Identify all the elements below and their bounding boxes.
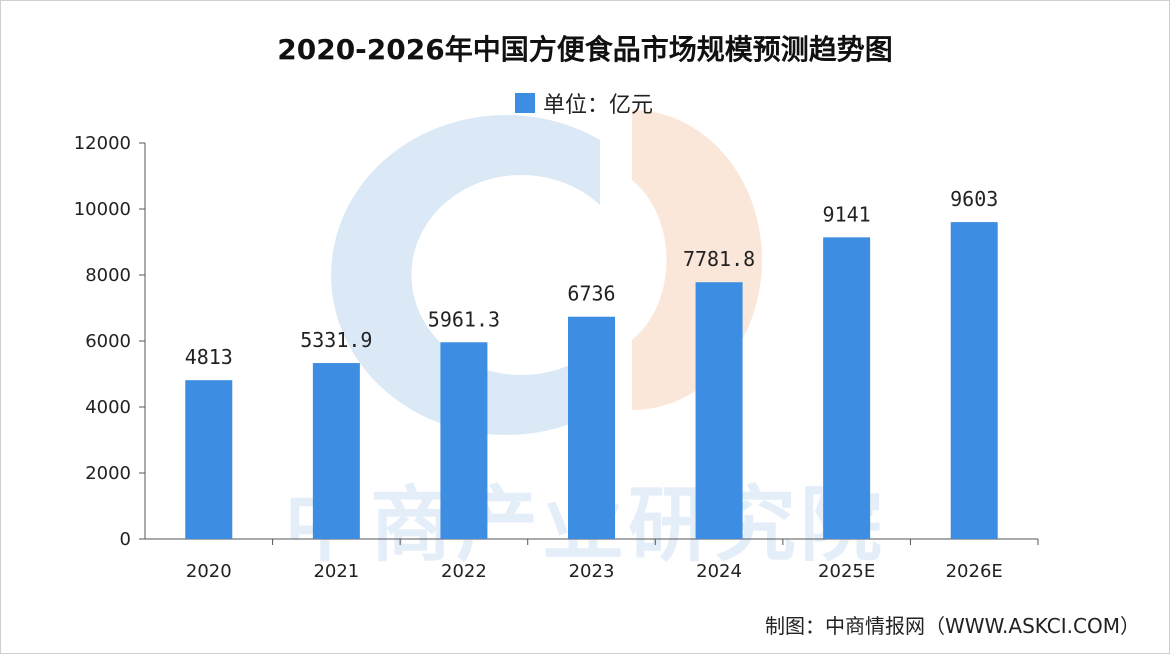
bar-2024 [695, 282, 743, 539]
bars [185, 222, 998, 540]
data-label-2020: 4813 [185, 345, 233, 369]
data-label-2023: 6736 [567, 282, 615, 306]
source-note: 制图：中商情报网（WWW.ASKCI.COM） [765, 614, 1140, 638]
bar-2021 [312, 363, 360, 539]
legend-swatch [515, 93, 535, 113]
y-tick-label: 8000 [85, 265, 131, 286]
y-tick-label: 4000 [85, 397, 131, 418]
legend: 单位：亿元 [515, 88, 653, 118]
chart-title: 2020-2026年中国方便食品市场规模预测趋势图 [277, 33, 893, 66]
bar-2020 [185, 380, 233, 539]
x-tick-label-2025E: 2025E [818, 561, 875, 582]
data-label-2025E: 9141 [823, 202, 871, 226]
data-label-2024: 7781.8 [683, 247, 755, 271]
x-tick-label-2023: 2023 [569, 561, 615, 582]
y-tick-label: 10000 [74, 199, 131, 220]
labels: 4813 2020 5331.9 2021 5961.3 2022 6736 2023 7781… [185, 187, 1003, 582]
x-tick-label-2022: 2022 [441, 561, 487, 582]
bar-2022 [440, 342, 488, 539]
y-tick-label: 12000 [74, 133, 131, 154]
legend-label: 单位：亿元 [543, 93, 654, 118]
bar-2023 [568, 316, 615, 539]
x-tick-label-2024: 2024 [696, 561, 742, 582]
bar-2026E [950, 222, 998, 539]
y-tick-label: 0 [120, 529, 131, 550]
data-label-2026E: 9603 [950, 187, 998, 211]
y-tick-label: 6000 [85, 331, 131, 352]
bar-2025E [823, 237, 871, 540]
data-label-2021: 5331.9 [300, 328, 372, 352]
x-tick-label-2026E: 2026E [946, 561, 1003, 582]
data-label-2022: 5961.3 [428, 307, 500, 331]
x-tick-label-2020: 2020 [186, 561, 232, 582]
watermark-logo-blue-arc [331, 115, 600, 435]
x-tick-label-2021: 2021 [313, 561, 359, 582]
y-tick-label: 2000 [85, 463, 131, 484]
